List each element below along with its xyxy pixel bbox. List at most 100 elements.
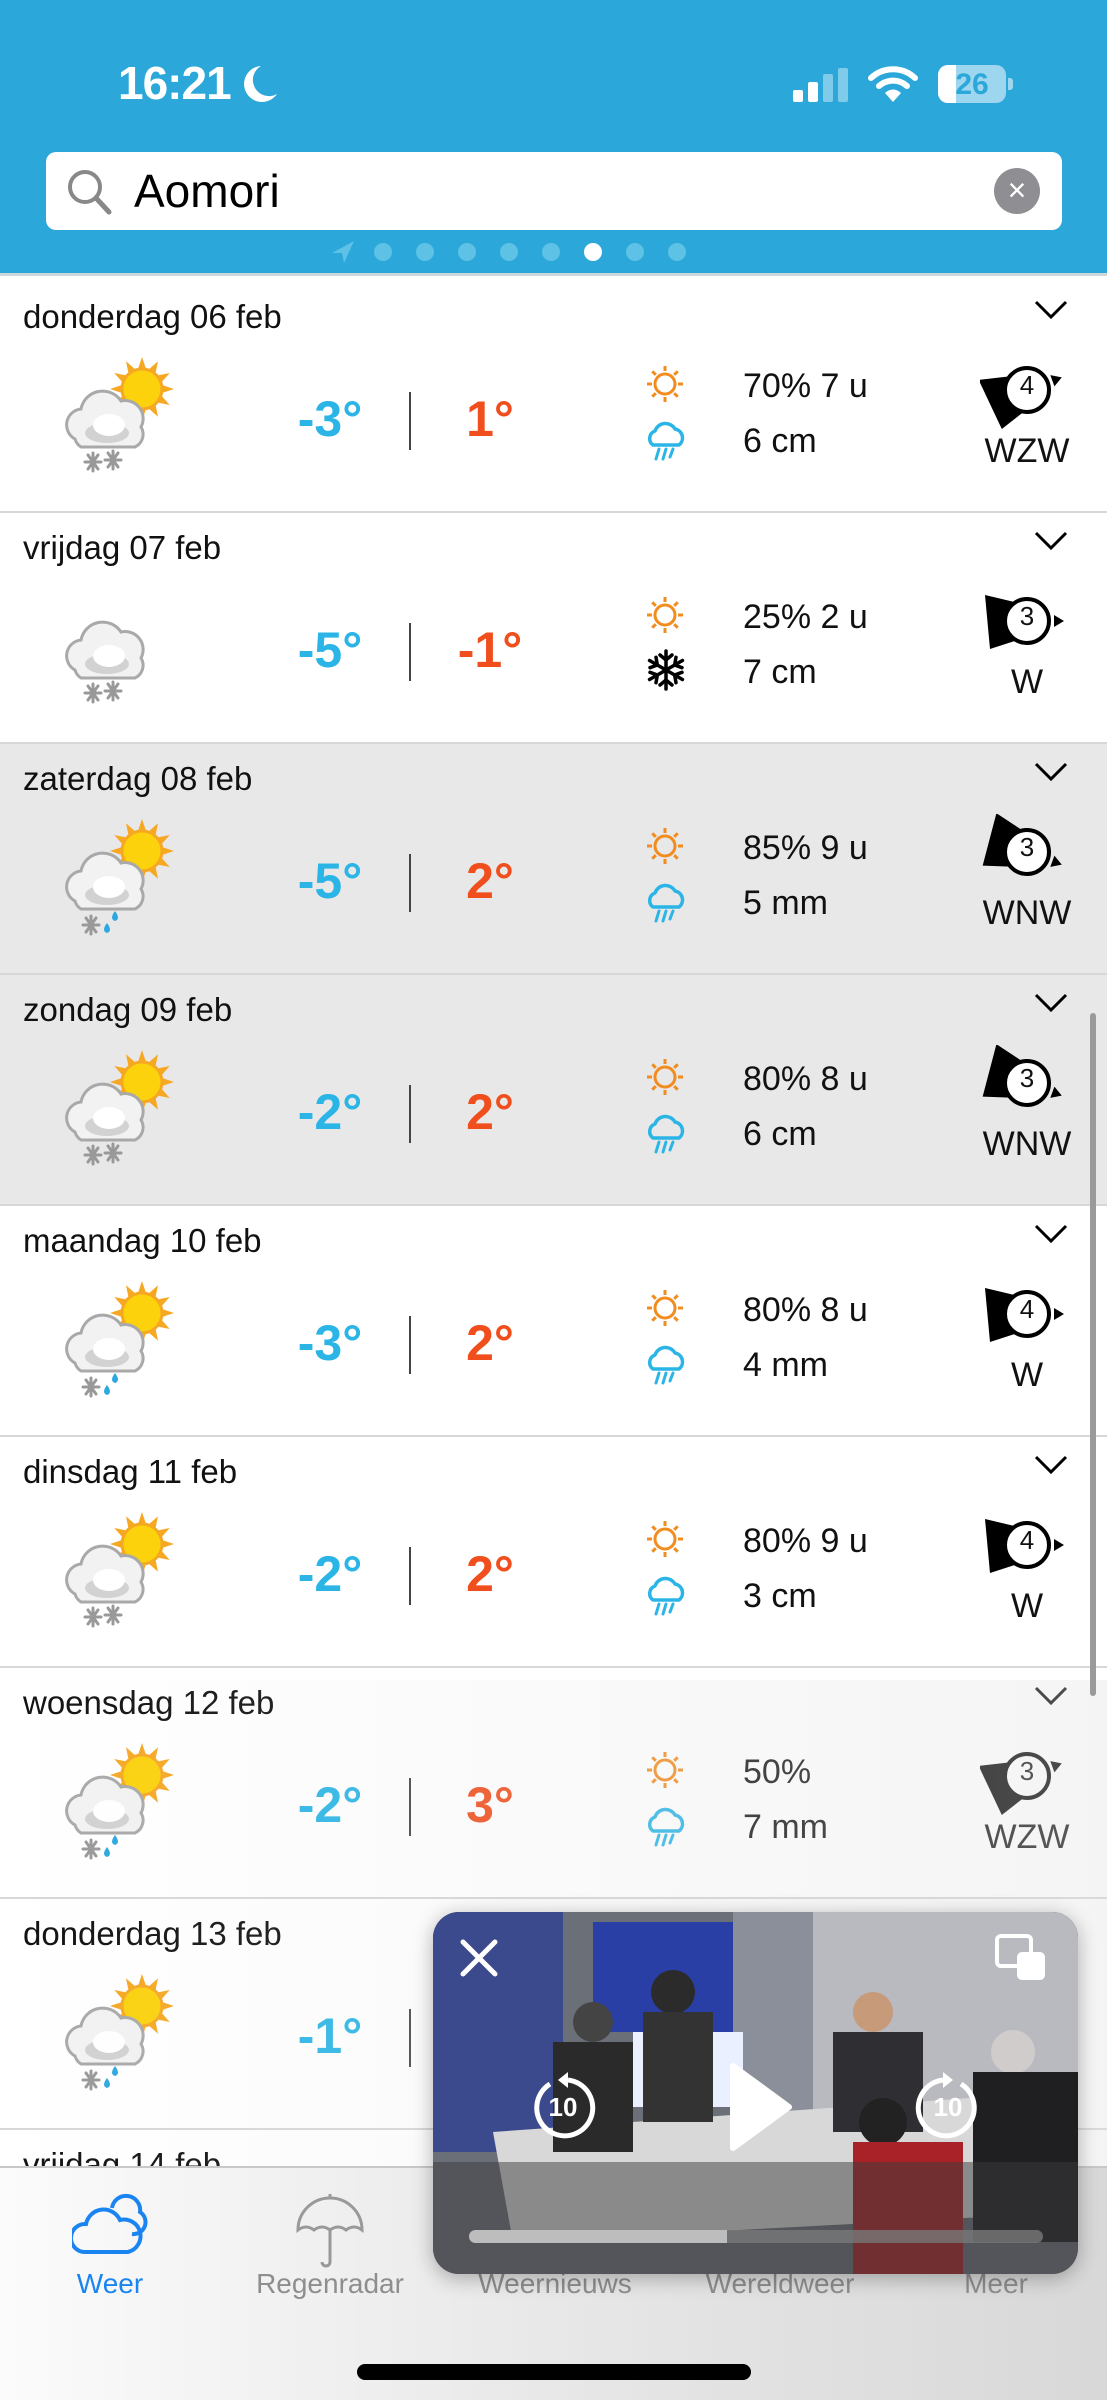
- temp-divider: [409, 1547, 411, 1605]
- sun-icon-wrap: [645, 1517, 685, 1566]
- temp-divider: [409, 1316, 411, 1374]
- skip-forward-button[interactable]: 10: [913, 2072, 983, 2142]
- high-temp: -1°: [457, 622, 523, 678]
- close-video-icon[interactable]: [455, 1934, 503, 1982]
- status-time: 16:21: [118, 57, 232, 109]
- sun-cloud-snow-icon: [65, 1050, 174, 1166]
- forecast-row[interactable]: woensdag 12 feb -2° 3° 50% 7 mm 3 WZW: [0, 1668, 1107, 1899]
- wind-force: 3: [1019, 601, 1035, 631]
- forecast-row[interactable]: zaterdag 08 feb -5° 2° 85% 9 u 5 mm 3 WNW: [0, 744, 1107, 975]
- chevron-down-icon[interactable]: [1033, 1684, 1069, 1708]
- day-date: zaterdag 08 feb: [23, 760, 253, 797]
- pager-dot[interactable]: [584, 243, 602, 261]
- weather-icon: [55, 588, 185, 713]
- rain-cloud-icon: [648, 883, 685, 923]
- pager-dot[interactable]: [416, 243, 434, 261]
- pager-dot[interactable]: [668, 243, 686, 261]
- location-arrow-icon: [332, 241, 354, 263]
- video-player[interactable]: 10 10: [433, 1912, 1078, 2274]
- pager-dot[interactable]: [542, 243, 560, 261]
- precip-icon-wrap: [645, 1572, 687, 1623]
- forecast-row[interactable]: dinsdag 11 feb -2° 2° 80% 9 u 3 cm 4 W: [0, 1437, 1107, 1668]
- tab-regenradar[interactable]: Regenradar: [230, 2168, 430, 2299]
- sun-cloud-snow-icon: [65, 1512, 174, 1628]
- sunshine-value: 80% 8 u: [743, 1291, 868, 1329]
- clear-search-button[interactable]: ×: [994, 168, 1040, 214]
- chevron-down-icon[interactable]: [1033, 760, 1069, 784]
- rain-cloud-icon: [648, 1807, 685, 1847]
- high-temp: 2°: [466, 1315, 514, 1371]
- pager-dot[interactable]: [374, 243, 392, 261]
- wind-direction: WZW: [984, 432, 1070, 470]
- pager-dot[interactable]: [500, 243, 518, 261]
- high-temp: 1°: [466, 391, 514, 447]
- day-date: donderdag 13 feb: [23, 1915, 282, 1952]
- wind-direction-icon: [982, 1044, 1062, 1107]
- sun-cloud-sleet-icon: [65, 819, 174, 936]
- wind-direction: WNW: [982, 894, 1072, 932]
- sun-cloud-sleet-icon: [65, 1743, 174, 1860]
- weather-icon: [55, 1743, 185, 1868]
- day-date: maandag 10 feb: [23, 1222, 262, 1259]
- chevron-down-icon[interactable]: [1033, 298, 1069, 322]
- precip-amount: 6 cm: [743, 422, 817, 460]
- chevron-down-icon[interactable]: [1033, 1222, 1069, 1246]
- sunshine-value: 80% 9 u: [743, 1522, 868, 1560]
- forecast-row[interactable]: donderdag 06 feb -3° 1° 70% 7 u 6 cm 4 WZW: [0, 282, 1107, 513]
- wind-force: 3: [1019, 1063, 1035, 1093]
- play-icon[interactable]: [725, 2062, 795, 2152]
- search-input[interactable]: [134, 160, 994, 222]
- skip-forward-seconds: 10: [933, 2092, 963, 2122]
- precip-amount: 4 mm: [743, 1346, 828, 1384]
- wind-direction-icon: [985, 1519, 1064, 1573]
- day-date: woensdag 12 feb: [23, 1684, 275, 1721]
- wifi-icon: [868, 66, 918, 102]
- precip-icon-wrap: [645, 648, 687, 697]
- sun-cloud-sleet-icon: [65, 1974, 174, 2091]
- wind-indicator: 4: [980, 1276, 1075, 1361]
- pager-dot[interactable]: [626, 243, 644, 261]
- high-temp: 2°: [466, 1084, 514, 1140]
- video-progress-bar[interactable]: [469, 2230, 1043, 2243]
- low-temp: -2°: [297, 1084, 363, 1140]
- wind-direction: W: [1010, 663, 1044, 701]
- sunshine-value: 85% 9 u: [743, 829, 868, 867]
- signal-icon: [793, 68, 848, 102]
- battery-indicator: 26: [938, 65, 1006, 103]
- tab-label: Regenradar: [256, 2268, 404, 2299]
- precip-icon-wrap: [645, 1341, 687, 1392]
- sun-icon: [647, 1059, 683, 1095]
- chevron-down-icon[interactable]: [1033, 1453, 1069, 1477]
- wind-direction-icon: [978, 1752, 1062, 1815]
- restore-pip-icon[interactable]: [993, 1930, 1049, 1986]
- low-temp: -3°: [297, 391, 363, 447]
- location-pager[interactable]: [330, 240, 698, 264]
- chevron-down-icon[interactable]: [1033, 991, 1069, 1015]
- precip-amount: 7 cm: [743, 653, 817, 691]
- forecast-row[interactable]: maandag 10 feb -3° 2° 80% 8 u 4 mm 4 W: [0, 1206, 1107, 1437]
- chevron-down-icon[interactable]: [1033, 529, 1069, 553]
- scrollbar[interactable]: [1090, 1013, 1096, 1696]
- wind-direction-icon: [985, 1288, 1064, 1342]
- wind-force: 4: [1019, 370, 1035, 400]
- high-temp: 2°: [466, 1546, 514, 1602]
- wind-direction: WNW: [982, 1125, 1072, 1163]
- search-bar[interactable]: ×: [46, 152, 1062, 230]
- wind-direction-icon: [978, 366, 1062, 429]
- tab-weer[interactable]: Weer: [10, 2168, 210, 2299]
- wind-direction: W: [1010, 1587, 1044, 1625]
- forecast-row[interactable]: vrijdag 07 feb -5° -1° 25% 2 u 7 cm 3 W: [0, 513, 1107, 744]
- forecast-row[interactable]: zondag 09 feb -2° 2° 80% 8 u 6 cm 3 WNW: [0, 975, 1107, 1206]
- sun-cloud-snow-icon: [65, 357, 174, 473]
- temp-divider: [409, 623, 411, 681]
- wind-indicator: 4: [980, 1507, 1075, 1592]
- pager-dot[interactable]: [458, 243, 476, 261]
- search-icon: [68, 170, 112, 215]
- sun-icon-wrap: [645, 593, 685, 642]
- snowflake-icon: [647, 649, 685, 691]
- precip-icon-wrap: [645, 1110, 687, 1161]
- wind-indicator: 3: [980, 583, 1075, 668]
- skip-back-button[interactable]: 10: [528, 2072, 598, 2142]
- wind-direction-icon: [985, 595, 1064, 649]
- weather-icon: [55, 357, 185, 482]
